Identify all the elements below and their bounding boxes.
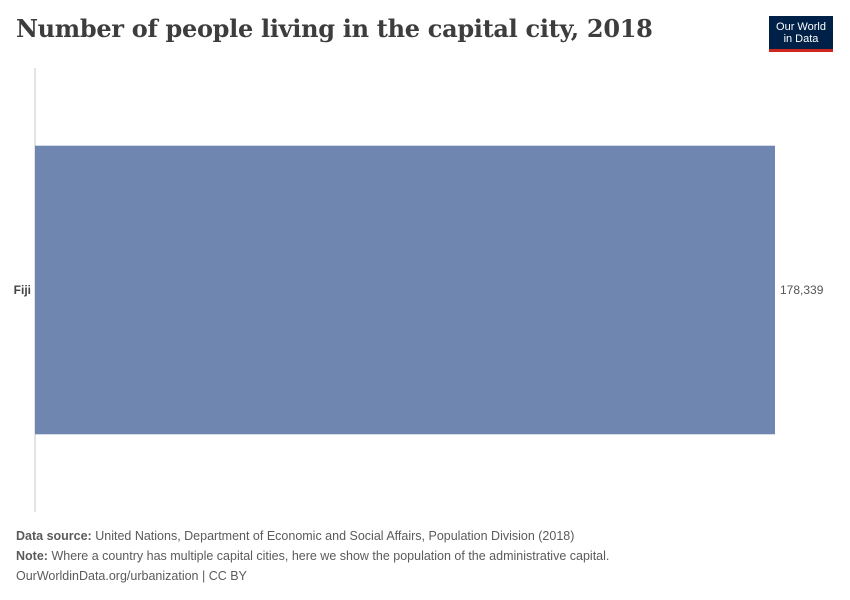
bar-fiji[interactable] bbox=[35, 145, 775, 435]
url-license-line[interactable]: OurWorldinData.org/urbanization | CC BY bbox=[16, 569, 247, 583]
note-line: Note: Where a country has multiple capit… bbox=[16, 549, 609, 563]
logo-line-2: in Data bbox=[783, 33, 819, 45]
note-label: Note: bbox=[16, 549, 48, 563]
owid-logo[interactable]: Our World in Data bbox=[769, 16, 833, 52]
data-source-line: Data source: United Nations, Department … bbox=[16, 529, 574, 543]
note-text: Where a country has multiple capital cit… bbox=[51, 549, 610, 563]
bar-chart: Fiji 178,339 bbox=[14, 68, 824, 512]
category-label: Fiji bbox=[14, 283, 31, 297]
chart-title: Number of people living in the capital c… bbox=[16, 14, 653, 43]
data-source-label: Data source: bbox=[16, 529, 92, 543]
value-label: 178,339 bbox=[780, 283, 824, 297]
data-source-text[interactable]: United Nations, Department of Economic a… bbox=[95, 529, 575, 543]
logo-line-1: Our World bbox=[776, 21, 826, 33]
